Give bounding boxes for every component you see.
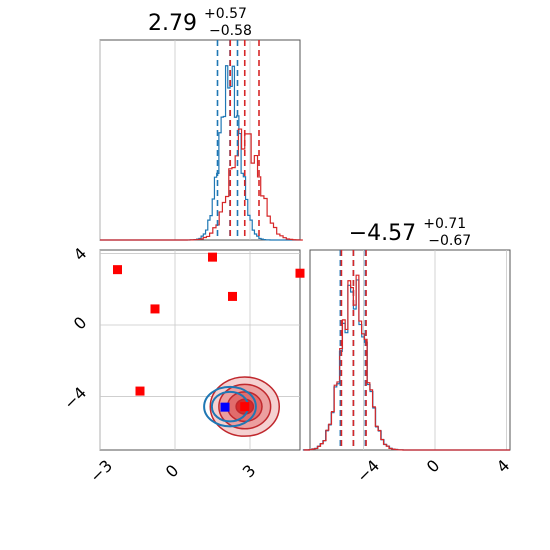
title-param1-sub: −0.58	[209, 23, 252, 39]
panel-hist-param2: −4.57 +0.71 −0.67 −4 0 4	[302, 213, 513, 486]
ytick-label: 0	[70, 313, 91, 334]
xticks-param1: −3 0 3	[86, 456, 259, 486]
marker-square	[295, 268, 305, 278]
contour-blue	[203, 385, 257, 428]
hist-line	[100, 65, 300, 241]
marker-square	[150, 304, 160, 314]
xtick-label: −3	[86, 456, 116, 486]
marker-square	[135, 386, 145, 396]
panel-hist-param1: 2.79 +0.57 −0.58	[99, 3, 303, 241]
title-param2-main: −4.57	[349, 221, 416, 246]
xtick-label: 0	[162, 461, 183, 482]
hist-line	[303, 274, 510, 451]
grid-hist-param2	[363, 250, 507, 450]
title-param2-sub: −0.67	[428, 233, 471, 249]
point-markers	[113, 252, 305, 412]
marker-square	[240, 402, 250, 412]
marker-square	[228, 291, 237, 301]
xtick-label: 0	[423, 456, 444, 477]
axes-frame-hist-param1	[99, 39, 301, 241]
marker-square	[113, 265, 122, 275]
xtick-label: 4	[493, 456, 514, 477]
panel-2d: −3 0 3 4 0 −4	[60, 244, 305, 486]
xtick-label: 3	[239, 461, 260, 482]
title-param2: −4.57 +0.71 −0.67	[349, 213, 472, 249]
quantile-lines-param2	[339, 250, 367, 450]
axes-frame-hist-param2	[309, 249, 511, 451]
marker-square	[220, 402, 230, 412]
xticks-param2: −4 0 4	[353, 456, 513, 486]
grid-hist-param1	[99, 40, 251, 240]
xtick-label: −4	[353, 456, 383, 486]
title-param1: 2.79 +0.57 −0.58	[148, 3, 252, 39]
ytick-label: −4	[60, 383, 90, 413]
title-param1-main: 2.79	[148, 11, 197, 36]
marker-square	[208, 252, 217, 262]
title-param2-sup: +0.71	[423, 216, 466, 232]
title-param1-sup: +0.57	[204, 6, 247, 22]
quantile-lines-param1	[216, 40, 260, 240]
yticks-param2: 4 0 −4	[60, 244, 90, 413]
ytick-label: 4	[70, 244, 91, 265]
